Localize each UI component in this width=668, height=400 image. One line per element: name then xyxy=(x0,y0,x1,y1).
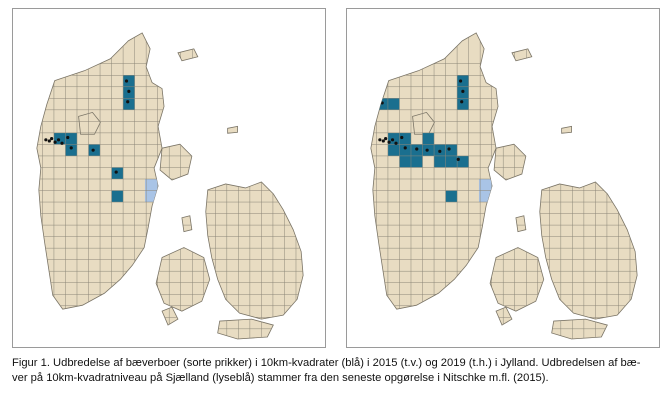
land-als xyxy=(161,306,179,326)
beaver-lodge xyxy=(114,170,118,174)
beaver-lodge xyxy=(66,135,70,140)
beaver-lodge xyxy=(381,139,385,143)
land-zealand xyxy=(205,181,304,320)
beaver-lodge xyxy=(400,135,404,140)
beaver-lodge xyxy=(91,148,95,152)
beaver-lodge xyxy=(126,100,130,104)
occupied-cell xyxy=(123,75,135,87)
occupied-cell xyxy=(387,144,400,156)
beaver-lodge xyxy=(387,140,391,144)
caption-line-2: ver på 10km-kvadratniveau på Sjælland (l… xyxy=(12,372,549,384)
beaver-lodge xyxy=(127,89,131,93)
beaver-lodge xyxy=(47,139,51,143)
land-samso xyxy=(181,215,193,233)
occupied-cell xyxy=(457,98,469,110)
land-funen xyxy=(155,247,211,312)
beaver-lodge xyxy=(378,138,382,142)
occupied-cell xyxy=(457,75,469,87)
occupied-cell xyxy=(445,155,458,168)
occupied-cell xyxy=(434,155,446,168)
land-als xyxy=(495,306,513,326)
beaver-lodge xyxy=(44,138,48,142)
beaver-lodge xyxy=(438,149,442,153)
occupied-cell xyxy=(399,155,411,168)
beaver-lodge xyxy=(447,147,451,151)
land-anholt xyxy=(227,125,238,134)
occupied-cell xyxy=(410,155,423,168)
zealand-cell xyxy=(144,190,157,203)
land-samso xyxy=(515,215,527,233)
beaver-lodge xyxy=(456,157,460,161)
beaver-lodge xyxy=(384,137,388,141)
figure-caption: Figur 1. Udbredelse af bæverboer (sorte … xyxy=(12,356,662,386)
occupied-cell xyxy=(65,144,77,156)
occupied-cell xyxy=(53,132,66,145)
land-funen xyxy=(489,247,545,312)
occupied-cell xyxy=(422,132,435,145)
beaver-lodge xyxy=(390,138,395,142)
occupied-cell xyxy=(445,144,458,156)
occupied-cell xyxy=(445,190,458,203)
land-laeso xyxy=(511,48,533,62)
land-mors xyxy=(78,111,101,135)
occupied-cell xyxy=(111,167,124,179)
land-zealand xyxy=(539,181,638,320)
occupied-cell xyxy=(387,98,400,110)
occupied-cell xyxy=(123,98,135,110)
beaver-lodge xyxy=(403,146,407,150)
beaver-lodge xyxy=(460,100,464,104)
map-2019-svg xyxy=(347,9,659,347)
occupied-cell xyxy=(399,144,411,156)
beaver-lodge xyxy=(415,147,419,151)
beaver-lodge xyxy=(50,137,54,141)
beaver-lodge xyxy=(56,138,61,142)
occupied-cell xyxy=(387,132,400,145)
beaver-lodge xyxy=(124,79,129,83)
zealand-cell xyxy=(478,178,491,191)
beaver-lodge xyxy=(60,141,64,145)
occupied-cell xyxy=(65,132,77,145)
land-anholt xyxy=(561,125,572,134)
caption-line-1: Figur 1. Udbredelse af bæverboer (sorte … xyxy=(12,357,641,369)
zealand-cell xyxy=(478,190,491,203)
beaver-lodge xyxy=(425,148,429,152)
zealand-cell xyxy=(144,178,157,191)
map-2015 xyxy=(12,8,326,348)
beaver-lodge xyxy=(53,140,57,144)
land-mors xyxy=(412,111,435,135)
beaver-lodge xyxy=(461,89,465,93)
occupied-cell xyxy=(111,190,124,203)
occupied-cell xyxy=(457,155,469,168)
map-2015-svg xyxy=(13,9,325,347)
beaver-lodge xyxy=(394,141,398,145)
beaver-lodge xyxy=(458,79,463,83)
occupied-cell xyxy=(399,132,411,145)
map-2019 xyxy=(346,8,660,348)
beaver-lodge xyxy=(69,146,73,150)
